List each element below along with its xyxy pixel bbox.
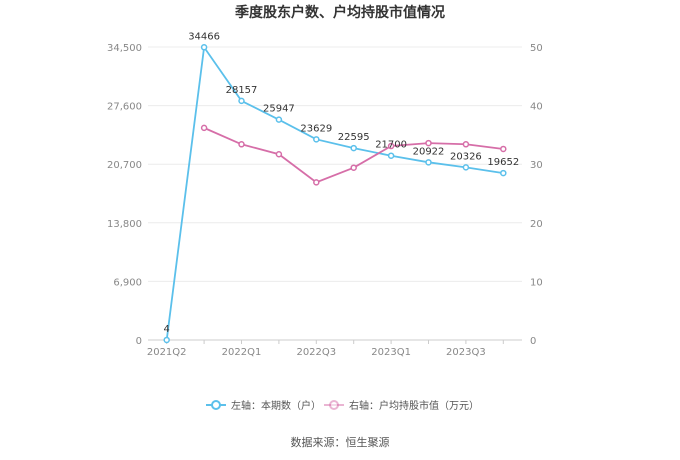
series-layer <box>163 44 507 344</box>
data-label: 21700 <box>375 140 407 151</box>
legend-label-left: 左轴：本期数（户） <box>231 399 321 412</box>
chart-title: 季度股东户数、户均持股市值情况 <box>234 4 445 21</box>
y-left-tick-label: 34,500 <box>107 43 142 54</box>
y-left-tick-label: 20,700 <box>107 160 142 171</box>
y-right-tick-label: 0 <box>530 336 536 347</box>
x-tick-label: 2022Q1 <box>222 347 262 358</box>
data-label: 19652 <box>487 157 519 168</box>
data-label: 22595 <box>338 132 370 143</box>
data-point-right <box>200 124 208 132</box>
y-left-tick-label: 27,600 <box>107 102 142 113</box>
data-label: 20326 <box>450 151 482 162</box>
y-left-tick-label: 0 <box>136 336 142 347</box>
grid-lines <box>148 46 522 341</box>
legend-marker-left <box>211 400 221 410</box>
y-left-tick-label: 13,800 <box>107 219 142 230</box>
data-point-left <box>425 159 432 166</box>
data-point-right <box>238 141 245 148</box>
x-axis: 2021Q2 2022Q1 2022Q3 2023Q1 2023Q3 <box>147 340 504 358</box>
data-point-left <box>313 136 320 143</box>
data-point-left <box>275 116 283 123</box>
y-right-tick-label: 20 <box>530 219 543 230</box>
data-label: 28157 <box>226 85 258 96</box>
legend-label-right: 右轴：户均持股市值（万元） <box>349 399 479 412</box>
y-left-tick-label: 6,900 <box>113 277 142 288</box>
data-label: 20922 <box>413 146 445 157</box>
legend[interactable]: 左轴：本期数（户） 右轴：户均持股市值（万元） <box>206 399 479 412</box>
data-point-right <box>387 142 395 150</box>
x-tick-label: 2022Q3 <box>296 347 336 358</box>
data-point-left <box>163 336 170 344</box>
data-point-right <box>350 164 357 171</box>
data-label: 23629 <box>300 123 332 134</box>
data-point-left <box>500 169 507 177</box>
data-label: 25947 <box>263 104 295 115</box>
data-label: 34466 <box>188 31 220 42</box>
data-point-left <box>387 152 395 159</box>
x-tick-label: 2023Q3 <box>446 347 486 358</box>
right-axis: 0 10 20 30 40 50 <box>530 43 543 347</box>
data-point-right <box>425 139 432 147</box>
data-point-left <box>238 97 245 105</box>
y-right-tick-label: 50 <box>530 43 543 54</box>
data-point-left <box>350 144 357 152</box>
data-point-right <box>462 141 470 148</box>
data-labels: 4 34466 28157 25947 23629 22595 21700 20922 2032… <box>164 31 520 335</box>
x-tick-label: 2023Q1 <box>371 347 411 358</box>
data-point-left <box>462 164 470 171</box>
data-label: 4 <box>164 324 170 335</box>
data-point-left <box>200 44 208 51</box>
x-tick-label: 2021Q2 <box>147 347 187 358</box>
series-line-left <box>165 44 504 341</box>
data-point-right <box>275 150 283 158</box>
legend-item-left[interactable]: 左轴：本期数（户） <box>206 399 321 412</box>
y-right-tick-label: 10 <box>530 277 543 288</box>
data-point-right <box>500 145 507 153</box>
legend-item-right[interactable]: 右轴：户均持股市值（万元） <box>324 399 479 412</box>
y-right-tick-label: 40 <box>530 102 543 113</box>
y-right-tick-label: 30 <box>530 160 543 171</box>
data-point-right <box>313 179 320 186</box>
left-axis: 0 6,900 13,800 20,700 27,600 34,500 <box>107 43 142 347</box>
legend-marker-right <box>329 400 339 410</box>
data-source: 数据来源：恒生聚源 <box>291 435 390 449</box>
